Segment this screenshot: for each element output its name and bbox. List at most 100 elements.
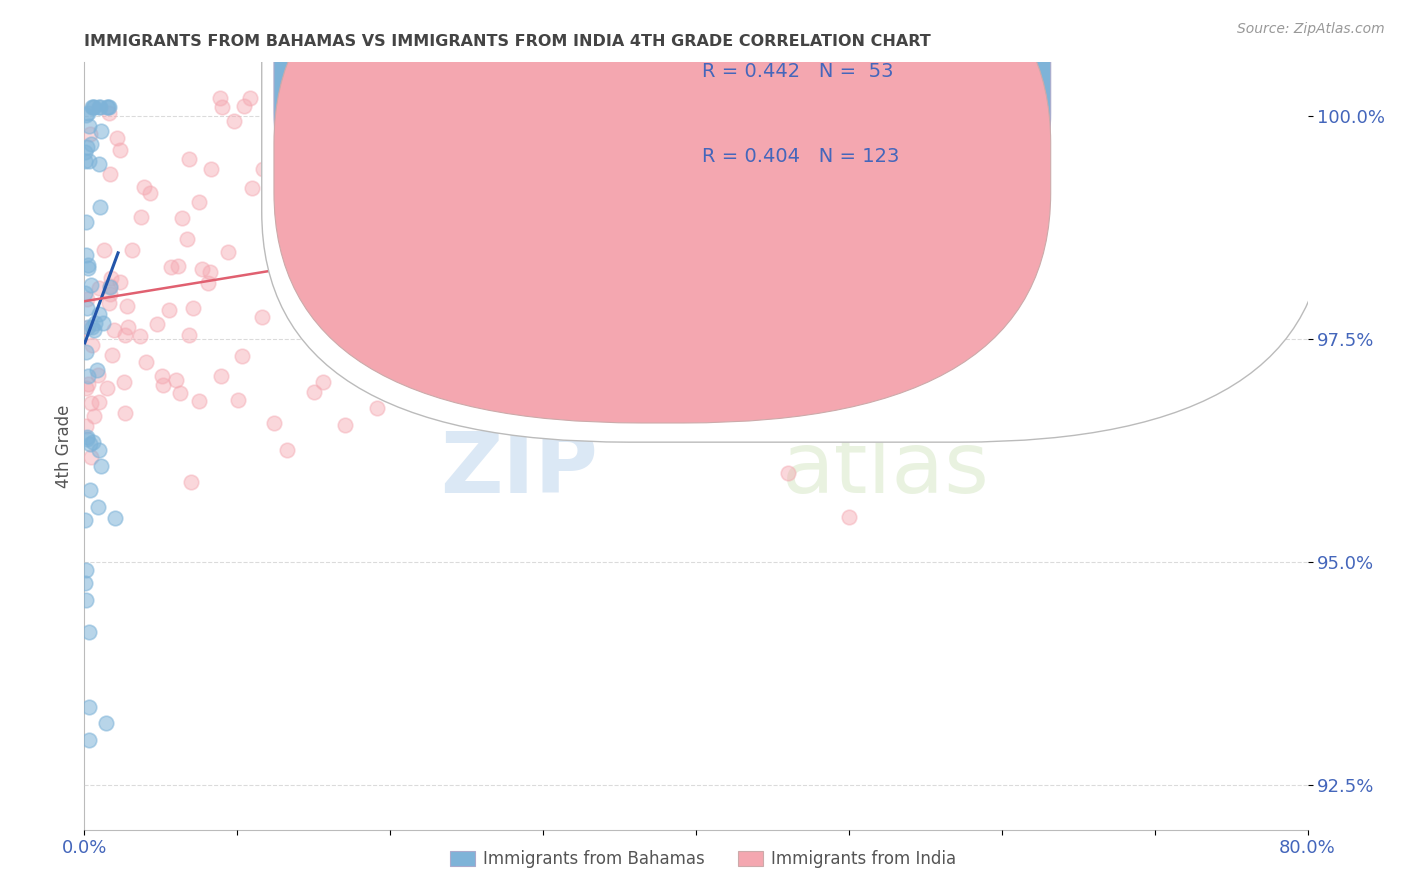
- Point: [335, 335, 357, 350]
- Point: [100, 348, 122, 362]
- Y-axis label: 4th Grade: 4th Grade: [55, 404, 73, 488]
- Point: [73, 153, 96, 168]
- Point: [79, 437, 101, 451]
- Point: [75, 108, 97, 122]
- Point: [79, 450, 101, 464]
- Point: [83, 409, 105, 424]
- Point: [87, 500, 110, 514]
- FancyBboxPatch shape: [274, 0, 1050, 343]
- Point: [342, 121, 364, 136]
- Point: [114, 406, 136, 420]
- Point: [172, 211, 194, 226]
- Point: [863, 91, 886, 105]
- Point: [1250, 100, 1272, 114]
- Point: [647, 309, 669, 323]
- Point: [80, 338, 103, 352]
- Point: [1042, 91, 1064, 105]
- Point: [165, 372, 187, 386]
- Point: [89, 200, 111, 214]
- Point: [79, 483, 101, 497]
- Point: [297, 285, 319, 300]
- Text: R = 0.442   N =  53: R = 0.442 N = 53: [702, 62, 894, 81]
- Point: [112, 376, 135, 390]
- Point: [75, 344, 97, 359]
- Point: [86, 363, 108, 377]
- Point: [80, 320, 103, 334]
- Point: [89, 100, 111, 114]
- Point: [80, 278, 103, 293]
- Point: [159, 260, 181, 275]
- Point: [75, 563, 97, 577]
- Point: [76, 376, 98, 391]
- Point: [841, 120, 863, 135]
- Point: [167, 259, 190, 273]
- Point: [76, 293, 98, 307]
- Point: [873, 122, 896, 136]
- Point: [121, 243, 143, 257]
- Point: [80, 396, 103, 410]
- Point: [87, 307, 110, 321]
- Point: [305, 136, 328, 151]
- Point: [103, 323, 125, 337]
- Point: [200, 162, 222, 177]
- Point: [98, 100, 121, 114]
- Point: [159, 303, 181, 318]
- Point: [250, 310, 273, 324]
- Point: [239, 91, 262, 105]
- Point: [176, 232, 198, 246]
- Point: [346, 185, 368, 199]
- Point: [276, 443, 298, 458]
- Point: [90, 459, 112, 474]
- Point: [458, 91, 481, 105]
- Text: atlas: atlas: [782, 427, 990, 510]
- Point: [76, 433, 98, 447]
- Point: [128, 329, 150, 343]
- Point: [75, 286, 97, 301]
- Point: [700, 229, 723, 244]
- Point: [115, 299, 138, 313]
- Point: [134, 179, 156, 194]
- Point: [838, 510, 860, 524]
- Point: [183, 301, 205, 315]
- Point: [75, 381, 97, 395]
- Point: [79, 127, 101, 141]
- Point: [84, 316, 107, 330]
- Point: [200, 265, 222, 279]
- Point: [83, 100, 105, 114]
- Point: [87, 368, 110, 382]
- Point: [75, 320, 97, 334]
- Point: [152, 378, 174, 392]
- Point: [82, 100, 104, 114]
- Point: [76, 430, 98, 444]
- Point: [392, 202, 415, 217]
- Point: [240, 181, 263, 195]
- Point: [209, 91, 232, 105]
- Point: [97, 100, 120, 114]
- Point: [384, 358, 406, 372]
- Point: [75, 215, 97, 229]
- Point: [80, 136, 103, 151]
- Point: [346, 115, 368, 129]
- Text: Source: ZipAtlas.com: Source: ZipAtlas.com: [1237, 22, 1385, 37]
- Point: [211, 100, 233, 114]
- Point: [150, 368, 173, 383]
- Point: [252, 161, 274, 176]
- Point: [96, 100, 118, 114]
- Point: [110, 143, 132, 157]
- Point: [945, 91, 967, 105]
- Point: [946, 97, 969, 112]
- Point: [720, 235, 742, 249]
- Point: [138, 186, 160, 200]
- Point: [87, 157, 110, 171]
- Point: [304, 384, 326, 399]
- Point: [82, 100, 104, 114]
- Point: [593, 91, 616, 105]
- Point: [73, 513, 96, 527]
- Point: [776, 466, 799, 480]
- Point: [226, 393, 249, 408]
- Point: [100, 271, 122, 285]
- Point: [96, 715, 118, 730]
- Point: [820, 147, 842, 161]
- Point: [98, 280, 121, 294]
- Text: R = 0.404   N = 123: R = 0.404 N = 123: [702, 147, 900, 166]
